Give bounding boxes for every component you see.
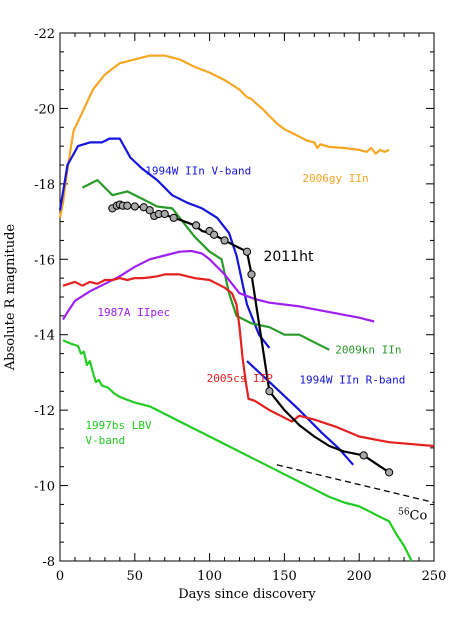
axis-ticks	[59, 32, 435, 562]
series-line-1987a-iipec	[62, 249, 375, 323]
x-tick-label: 250	[422, 569, 447, 584]
data-point-2011ht	[130, 202, 139, 211]
data-point-2011ht	[169, 213, 178, 222]
series-line-2005cs-iip	[62, 273, 435, 448]
series-label: 1987A IIpec	[97, 306, 170, 319]
data-point-2011ht	[192, 221, 201, 230]
y-tick-label: -18	[34, 178, 55, 193]
series-label: 2006gy IIn	[302, 172, 368, 185]
y-tick-label: -16	[34, 253, 55, 268]
data-point-2011ht	[242, 247, 252, 256]
data-point-2011ht	[247, 270, 256, 279]
series-line-2009kn-iin	[81, 179, 330, 351]
data-point-2011ht	[220, 236, 229, 245]
data-point-2011ht	[359, 451, 368, 460]
series-label: 2005cs IIP	[207, 372, 274, 385]
data-point-2011ht	[209, 230, 219, 239]
series-annotations: 2006gy IIn 1994W IIn V-band 2011ht 1987A II…	[85, 164, 405, 447]
y-tick-label: -8	[42, 555, 55, 570]
x-tick-labels: 0 50 100 150 200 250	[56, 569, 447, 584]
x-tick-label: 150	[272, 569, 297, 584]
data-point-2011ht	[160, 209, 169, 219]
y-tick-label: -12	[34, 404, 55, 419]
y-tick-label: -20	[34, 102, 55, 117]
x-tick-label: 200	[347, 569, 372, 584]
y-tick-label: -22	[34, 27, 55, 42]
data-point-2011ht	[385, 468, 394, 477]
y-axis-title: Absolute R magnitude	[3, 224, 18, 372]
x-tick-label: 0	[56, 569, 64, 584]
data-point-2011ht	[123, 201, 132, 210]
x-tick-label: 100	[197, 569, 222, 584]
series-label: 1994W IIn V-band	[145, 164, 251, 177]
co56-label: 56Co	[398, 508, 427, 524]
series-label: 1994W IIn R-band	[299, 374, 405, 387]
series-label: 1997bs LBV	[85, 419, 152, 432]
series-label: 2009kn IIn	[335, 344, 401, 357]
series-label: 2011ht	[263, 249, 314, 265]
sn-2011ht-markers	[108, 200, 394, 477]
series-label: V-band	[85, 434, 125, 447]
series-line-2006gy-iin	[58, 54, 390, 219]
y-tick-label: -14	[34, 329, 55, 344]
y-tick-label: -10	[34, 480, 55, 495]
series-line-56co	[276, 464, 435, 504]
data-point-2011ht	[265, 387, 274, 396]
data-point-2011ht	[145, 206, 154, 215]
x-axis-title: Days since discovery	[178, 587, 316, 602]
series-line-1997bs-lbv-v-band	[62, 339, 413, 562]
x-tick-label: 50	[127, 569, 144, 584]
y-tick-labels: -8 -10 -12 -14 -16 -18 -20 -22	[34, 27, 55, 570]
series-line-1994w-iin-v-band	[58, 137, 271, 349]
